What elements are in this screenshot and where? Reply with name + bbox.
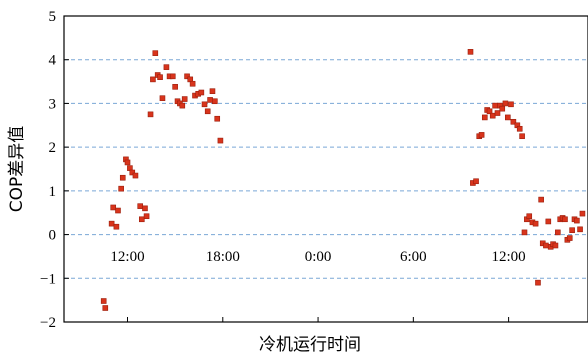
data-point: [519, 133, 525, 140]
data-point: [214, 115, 221, 122]
data-point: [508, 101, 514, 108]
data-point: [552, 242, 559, 249]
data-point: [150, 76, 156, 83]
data-point: [108, 220, 115, 227]
data-point: [157, 74, 163, 80]
y-tick-label: −2: [40, 315, 56, 331]
data-point: [169, 73, 176, 80]
data-point: [163, 64, 170, 70]
x-tick-label: 0:00: [305, 249, 332, 265]
data-point: [545, 218, 552, 225]
y-tick-label: −1: [40, 271, 56, 287]
data-point: [110, 204, 117, 211]
data-point: [147, 111, 154, 118]
data-point: [181, 96, 188, 102]
data-point: [577, 226, 583, 233]
y-tick-label: 1: [49, 184, 57, 200]
x-tick-label: 12:00: [110, 249, 144, 265]
data-point: [143, 213, 150, 220]
x-tick-label: 6:00: [400, 249, 427, 265]
data-point: [142, 205, 148, 212]
data-point: [115, 207, 121, 214]
data-point: [543, 242, 549, 249]
data-point: [184, 73, 190, 80]
data-point: [516, 125, 523, 132]
data-point: [159, 95, 166, 101]
data-point: [198, 89, 205, 96]
data-point: [486, 108, 493, 115]
data-point: [204, 108, 211, 115]
data-point: [555, 229, 561, 236]
x-tick-label: 18:00: [206, 249, 240, 265]
data-point: [538, 196, 544, 203]
data-point: [100, 298, 107, 304]
data-point: [492, 102, 498, 109]
data-point: [113, 223, 120, 230]
data-point: [119, 174, 126, 181]
x-tick-labels: 12:00 18:00 0:00 6:00 12:00 18:00: [110, 249, 588, 265]
data-point: [209, 88, 216, 94]
data-point: [532, 220, 539, 227]
data-point: [510, 118, 517, 125]
data-point: [129, 169, 136, 176]
data-point: [499, 105, 506, 112]
data-point: [569, 227, 575, 233]
data-point: [526, 213, 533, 220]
x-axis-title: 冷机运行时间: [259, 335, 361, 355]
y-tick-labels: 5 4 3 2 1 0 −1 −2: [40, 9, 56, 331]
data-points: [100, 49, 586, 311]
data-point: [535, 279, 541, 286]
y-tick-label: 4: [49, 53, 57, 69]
data-point: [467, 49, 474, 55]
data-point: [124, 159, 131, 166]
grid-lines: [64, 59, 588, 279]
data-point: [152, 50, 159, 56]
data-point: [574, 217, 580, 224]
data-point: [212, 98, 218, 105]
data-point: [566, 235, 573, 241]
data-point: [579, 210, 586, 217]
data-point: [118, 185, 124, 192]
data-point: [189, 80, 196, 87]
data-point: [179, 102, 186, 109]
data-point: [502, 100, 509, 107]
y-axis-title: COP差异值: [7, 126, 27, 213]
data-point: [172, 84, 178, 90]
data-point: [478, 132, 485, 138]
y-tick-label: 3: [49, 96, 57, 112]
data-point: [562, 216, 568, 223]
data-point: [217, 137, 224, 144]
data-point: [102, 305, 109, 311]
data-point: [521, 229, 528, 236]
data-point: [132, 172, 139, 179]
data-point: [137, 203, 144, 209]
data-point: [494, 110, 501, 116]
y-tick-label: 2: [49, 140, 57, 156]
data-point: [201, 101, 208, 108]
data-point: [207, 97, 213, 103]
x-tick-label: 18:00: [587, 249, 588, 265]
y-tick-label: 5: [49, 9, 57, 25]
data-point: [481, 114, 488, 121]
y-tick-label: 0: [49, 228, 57, 244]
data-point: [505, 114, 511, 121]
data-point: [139, 216, 145, 223]
data-point: [473, 178, 479, 185]
plot-frame: [63, 15, 588, 323]
x-tick-label: 12:00: [492, 249, 526, 265]
data-point: [489, 112, 496, 119]
